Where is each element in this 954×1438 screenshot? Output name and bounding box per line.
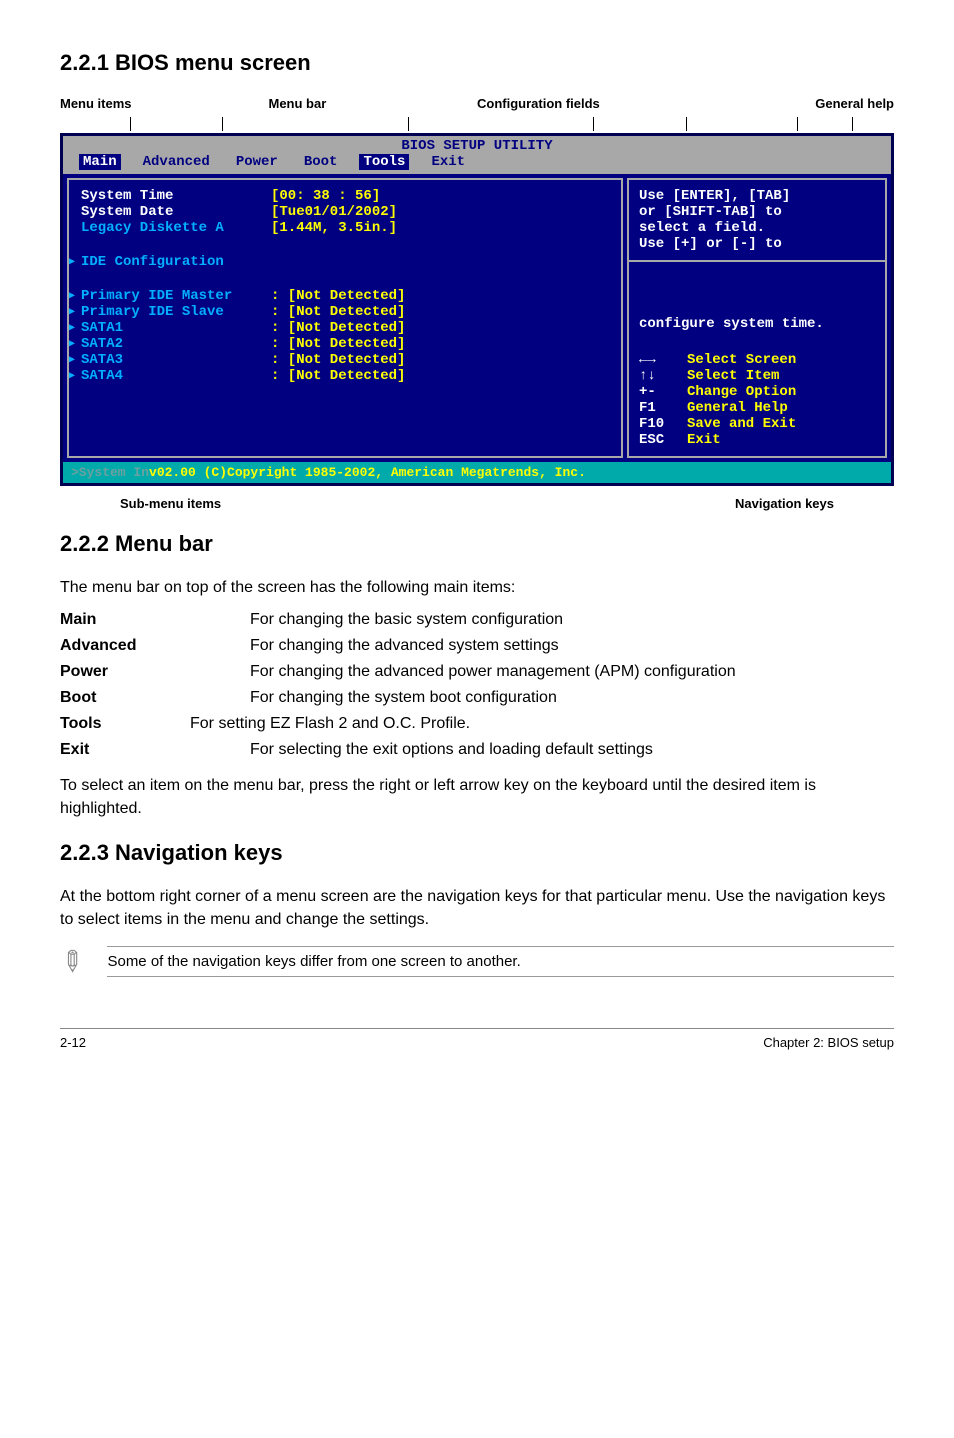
def-desc-exit: For selecting the exit options and loadi… (190, 737, 736, 763)
top-label-row: Menu items Menu bar Configuration fields… (60, 96, 894, 111)
help-line-3: select a field. (639, 220, 875, 236)
def-term-exit: Exit (60, 737, 190, 763)
label-navigation-keys: Navigation keys (477, 496, 894, 511)
sata1-val: : [Not Detected] (271, 320, 405, 336)
def-desc-advanced: For changing the advanced system setting… (190, 633, 736, 659)
top-tick-row (60, 117, 894, 131)
section-223-heading: 2.2.3 Navigation keys (60, 840, 894, 866)
bios-title: BIOS SETUP UTILITY (63, 136, 891, 154)
section-221-heading: 2.2.1 BIOS menu screen (60, 50, 894, 76)
bios-footer: >System Inv02.00 (C)Copyright 1985-2002,… (63, 462, 891, 483)
nav-key-f1: F1 (639, 400, 687, 416)
note-text: Some of the navigation keys differ from … (107, 946, 894, 977)
primary-ide-master[interactable]: Primary IDE Master (81, 288, 271, 304)
nav-label-screen: Select Screen (687, 352, 796, 368)
def-term-power: Power (60, 659, 190, 685)
sata3[interactable]: SATA3 (81, 352, 271, 368)
primary-ide-slave[interactable]: Primary IDE Slave (81, 304, 271, 320)
bios-screenshot: BIOS SETUP UTILITY Main Advanced Power B… (60, 133, 894, 486)
sata1[interactable]: SATA1 (81, 320, 271, 336)
help-line-5: configure system time. (639, 316, 875, 332)
ide-config-submenu[interactable]: IDE Configuration (81, 254, 609, 270)
bios-left-panel: System Time [00: 38 : 56] System Date [T… (67, 178, 623, 458)
label-config-fields: Configuration fields (477, 96, 600, 111)
tab-advanced[interactable]: Advanced (139, 154, 214, 170)
def-term-tools: Tools (60, 711, 190, 737)
sata4[interactable]: SATA4 (81, 368, 271, 384)
nav-key-pm: +- (639, 384, 687, 400)
primary-ide-slave-val: : [Not Detected] (271, 304, 405, 320)
def-term-boot: Boot (60, 685, 190, 711)
def-desc-boot: For changing the system boot configurati… (190, 685, 736, 711)
tab-exit[interactable]: Exit (427, 154, 469, 170)
section-222-heading: 2.2.2 Menu bar (60, 531, 894, 557)
def-term-main: Main (60, 607, 190, 633)
nav-key-lr: ←→ (639, 352, 687, 368)
legacy-diskette-value: [1.44M, 3.5in.] (271, 220, 397, 236)
primary-ide-master-val: : [Not Detected] (271, 288, 405, 304)
nav-key-ud: ↑↓ (639, 368, 687, 384)
def-term-advanced: Advanced (60, 633, 190, 659)
nav-key-f10: F10 (639, 416, 687, 432)
def-desc-tools: For setting EZ Flash 2 and O.C. Profile. (190, 711, 736, 737)
section-222-outro: To select an item on the menu bar, press… (60, 775, 894, 820)
bios-nav-panel: configure system time. ←→Select Screen ↑… (627, 262, 887, 458)
legacy-diskette-label[interactable]: Legacy Diskette A (81, 220, 271, 236)
sata2[interactable]: SATA2 (81, 336, 271, 352)
sata4-val: : [Not Detected] (271, 368, 405, 384)
nav-key-esc: ESC (639, 432, 687, 448)
bios-help-panel: Use [ENTER], [TAB] or [SHIFT-TAB] to sel… (627, 178, 887, 262)
system-time-value[interactable]: [00: 38 : 56] (271, 188, 380, 204)
nav-label-save: Save and Exit (687, 416, 796, 432)
bios-copyright: v02.00 (C)Copyright 1985-2002, American … (149, 465, 586, 480)
page-number: 2-12 (60, 1035, 86, 1050)
menu-bar-definitions: MainFor changing the basic system config… (60, 607, 736, 763)
help-line-4: Use [+] or [-] to (639, 236, 875, 252)
system-time-label[interactable]: System Time (81, 188, 271, 204)
section-223-body: At the bottom right corner of a menu scr… (60, 886, 894, 931)
def-desc-main: For changing the basic system configurat… (190, 607, 736, 633)
tab-boot[interactable]: Boot (300, 154, 342, 170)
def-desc-power: For changing the advanced power manageme… (190, 659, 736, 685)
tab-power[interactable]: Power (232, 154, 282, 170)
nav-label-item: Select Item (687, 368, 779, 384)
sata2-val: : [Not Detected] (271, 336, 405, 352)
sata3-val: : [Not Detected] (271, 352, 405, 368)
bios-menubar: Main Advanced Power Boot Tools Exit (63, 154, 891, 172)
chapter-label: Chapter 2: BIOS setup (763, 1035, 894, 1050)
label-submenu-items: Sub-menu items (60, 496, 477, 511)
system-date-value[interactable]: [Tue01/01/2002] (271, 204, 397, 220)
label-general-help: General help (815, 96, 894, 111)
tab-tools[interactable]: Tools (359, 154, 409, 170)
help-line-1: Use [ENTER], [TAB] (639, 188, 875, 204)
tab-main[interactable]: Main (79, 154, 121, 170)
label-menu-items: Menu items (60, 96, 132, 111)
system-date-label[interactable]: System Date (81, 204, 271, 220)
help-line-2: or [SHIFT-TAB] to (639, 204, 875, 220)
pencil-icon: ✎ (52, 941, 92, 981)
nav-label-option: Change Option (687, 384, 796, 400)
section-222-intro: The menu bar on top of the screen has th… (60, 577, 894, 599)
nav-label-help: General Help (687, 400, 788, 416)
nav-label-exit: Exit (687, 432, 721, 448)
label-menu-bar: Menu bar (269, 96, 327, 111)
